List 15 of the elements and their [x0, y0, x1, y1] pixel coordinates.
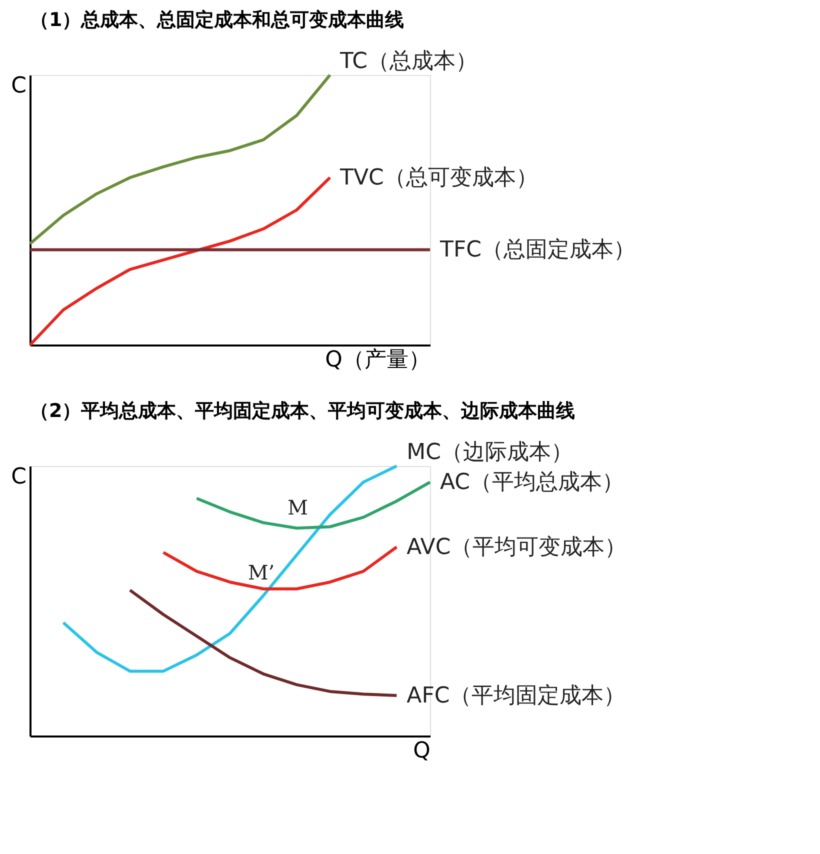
chart-title: （2）平均总成本、平均固定成本、平均可变成本、边际成本曲线 — [30, 400, 576, 422]
series-label: AC（平均总成本） — [440, 470, 624, 496]
annotation: M’ — [248, 560, 275, 584]
series-label: TVC（总可变成本） — [339, 166, 538, 191]
y-axis-title: C — [11, 74, 26, 98]
x-axis-title: Q — [413, 738, 430, 764]
chart-title: （1）总成本、总固定成本和总可变成本曲线 — [30, 9, 404, 31]
series-label: TFC（总固定成本） — [439, 238, 636, 263]
series-label: TC（总成本） — [339, 49, 478, 74]
x-axis-title: Q（产量） — [325, 348, 430, 372]
y-axis-title: C — [11, 464, 26, 490]
annotation: M — [288, 496, 308, 520]
series-label: AFC（平均固定成本） — [406, 684, 626, 708]
series-label: MC（边际成本） — [406, 440, 574, 465]
series-label: AVC（平均可变成本） — [406, 535, 627, 560]
